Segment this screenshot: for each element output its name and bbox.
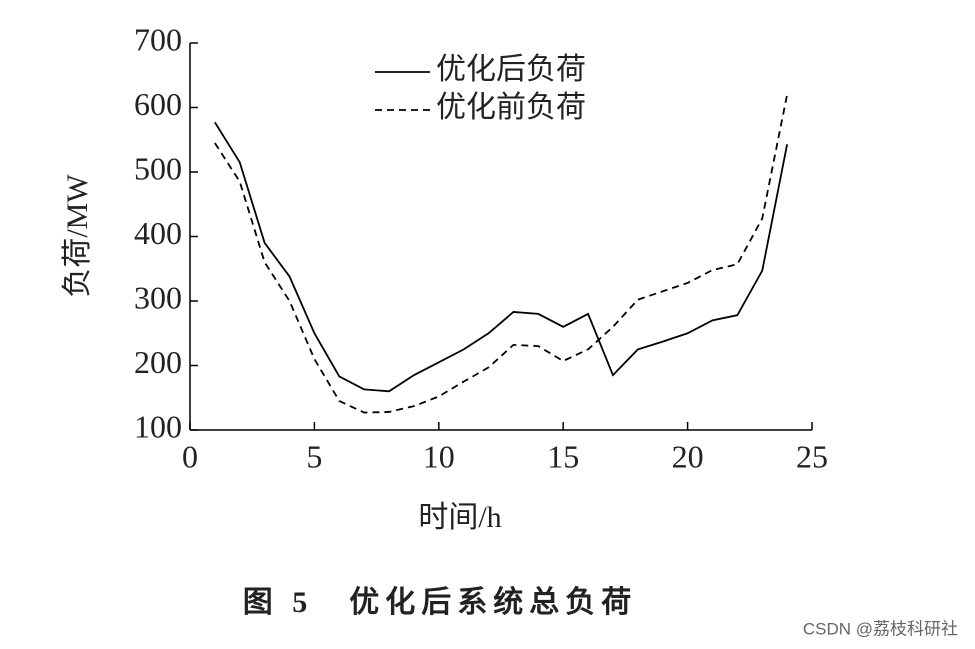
x-tick-label: 0 [182,438,198,474]
y-tick-label: 700 [134,21,182,57]
x-tick-label: 5 [306,438,322,474]
legend-label: 优化后负荷 [436,53,586,86]
y-tick-label: 400 [134,215,182,251]
x-tick-label: 10 [423,438,455,474]
y-tick-label: 600 [134,86,182,122]
caption: 图 5 优化后系统总负荷 [243,585,638,619]
series-line [214,94,789,414]
x-tick-label: 25 [796,438,828,474]
x-tick-label: 20 [672,438,704,474]
watermark: CSDN @荔枝科研社 [803,619,958,638]
legend-label: 优化前负荷 [436,91,586,124]
y-axis-label: 负荷/MW [61,174,94,298]
series-line [214,121,789,393]
y-tick-label: 300 [134,279,182,315]
x-axis-label: 时间/h [418,501,501,534]
y-tick-label: 100 [134,408,182,444]
x-tick-label: 15 [547,438,579,474]
y-tick-label: 500 [134,150,182,186]
y-tick-label: 200 [134,344,182,380]
